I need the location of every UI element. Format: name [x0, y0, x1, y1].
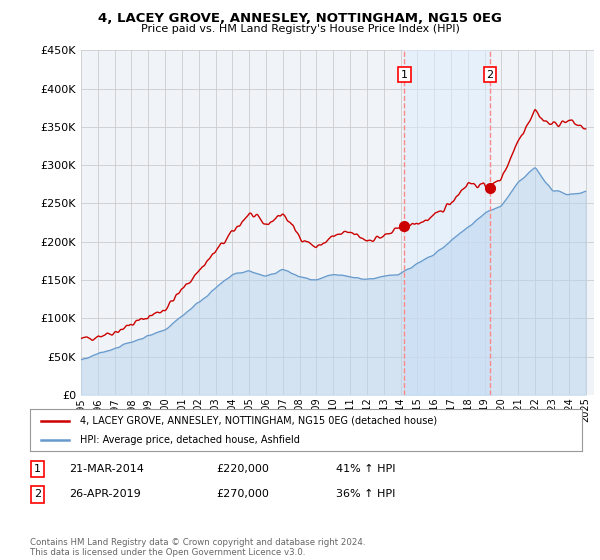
Text: £220,000: £220,000 [216, 464, 269, 474]
Text: 41% ↑ HPI: 41% ↑ HPI [336, 464, 395, 474]
Text: 26-APR-2019: 26-APR-2019 [69, 489, 141, 500]
Text: 2: 2 [487, 69, 494, 80]
Text: 21-MAR-2014: 21-MAR-2014 [69, 464, 144, 474]
Text: Price paid vs. HM Land Registry's House Price Index (HPI): Price paid vs. HM Land Registry's House … [140, 24, 460, 34]
Text: 1: 1 [34, 464, 41, 474]
Text: 4, LACEY GROVE, ANNESLEY, NOTTINGHAM, NG15 0EG: 4, LACEY GROVE, ANNESLEY, NOTTINGHAM, NG… [98, 12, 502, 25]
Text: £270,000: £270,000 [216, 489, 269, 500]
Text: Contains HM Land Registry data © Crown copyright and database right 2024.
This d: Contains HM Land Registry data © Crown c… [30, 538, 365, 557]
Text: 2: 2 [34, 489, 41, 500]
Text: 4, LACEY GROVE, ANNESLEY, NOTTINGHAM, NG15 0EG (detached house): 4, LACEY GROVE, ANNESLEY, NOTTINGHAM, NG… [80, 416, 437, 426]
Text: HPI: Average price, detached house, Ashfield: HPI: Average price, detached house, Ashf… [80, 435, 299, 445]
Text: 36% ↑ HPI: 36% ↑ HPI [336, 489, 395, 500]
Text: 1: 1 [401, 69, 408, 80]
